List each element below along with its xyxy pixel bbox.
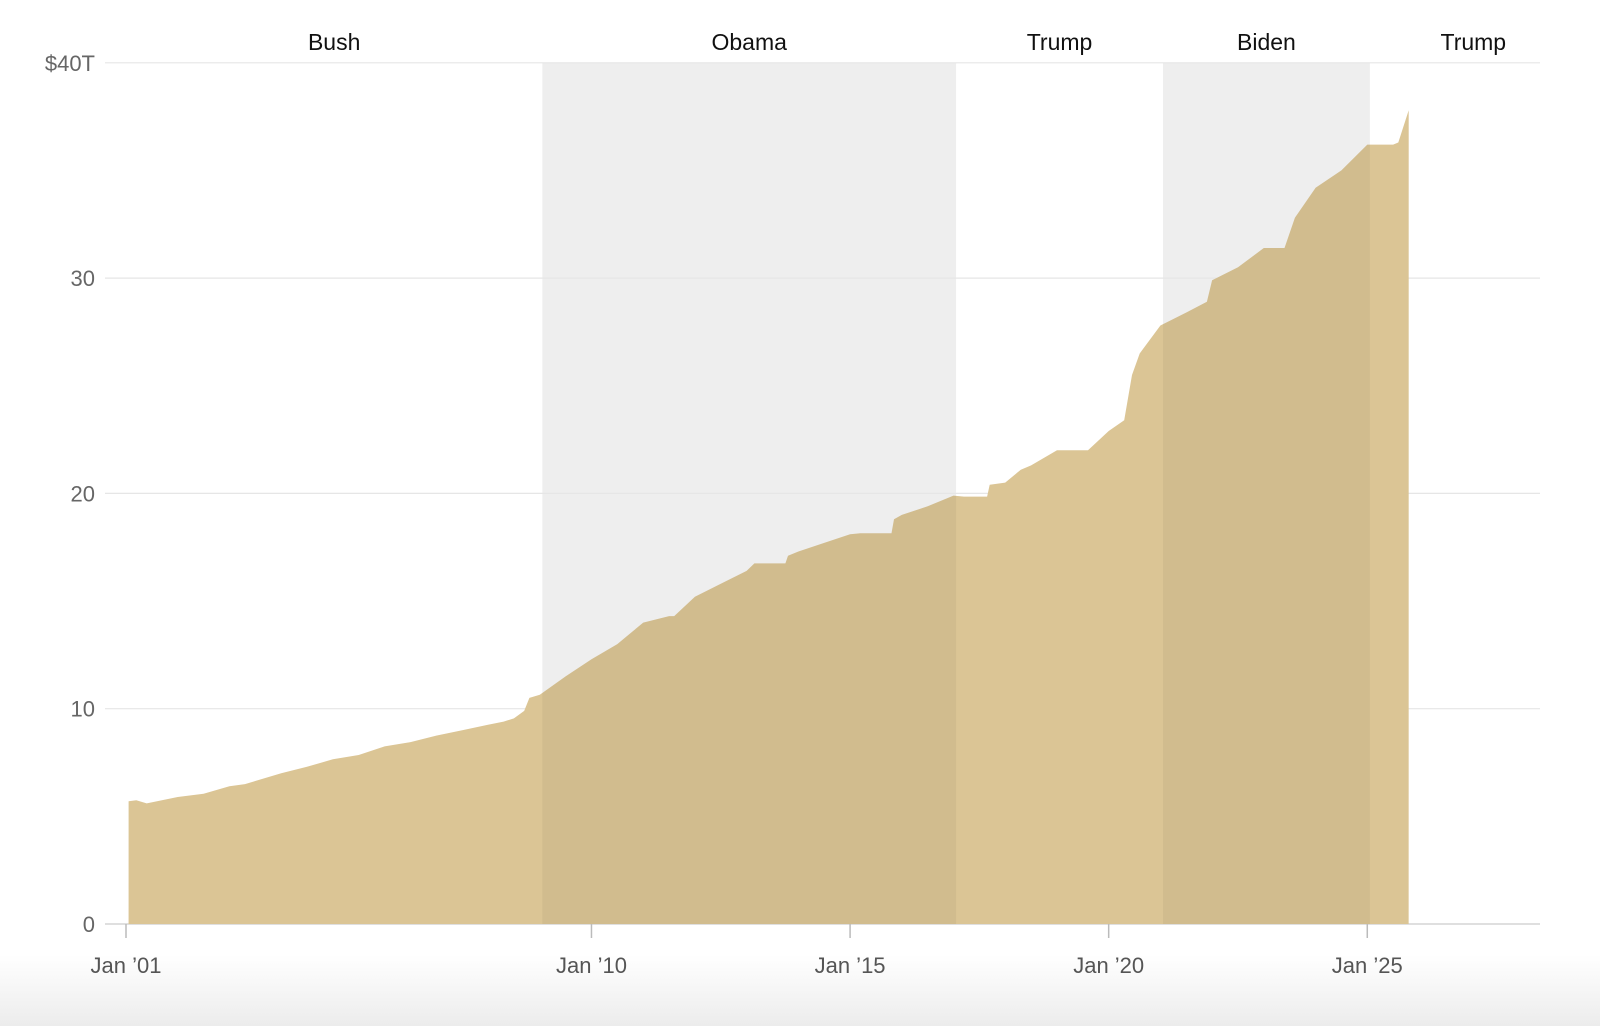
axes: 0 10 20 30 $40T Jan ’01 Jan ’10 Jan ’15 Jan ’20 J…	[45, 51, 1403, 978]
y-tick-label: 20	[71, 481, 95, 506]
x-tick-label: Jan ’20	[1073, 953, 1144, 978]
y-tick-label: 30	[71, 266, 95, 291]
president-label-trump: Trump	[1027, 29, 1093, 55]
president-label-bush: Bush	[308, 29, 360, 55]
president-label-biden: Biden	[1237, 29, 1296, 55]
debt-area	[128, 110, 1409, 924]
x-tick-label: Jan ’01	[91, 953, 162, 978]
y-tick-label: 10	[71, 697, 95, 722]
y-tick-label: $40T	[45, 51, 95, 76]
x-tick-label: Jan ’10	[556, 953, 627, 978]
debt-area-path	[128, 110, 1409, 924]
president-label-trump: Trump	[1441, 29, 1507, 55]
president-labels: Bush Obama Trump Biden Trump	[308, 29, 1506, 55]
x-tick-label: Jan ’15	[815, 953, 886, 978]
president-label-obama: Obama	[712, 29, 788, 55]
x-tick-label: Jan ’25	[1332, 953, 1403, 978]
y-tick-label: 0	[83, 912, 95, 937]
